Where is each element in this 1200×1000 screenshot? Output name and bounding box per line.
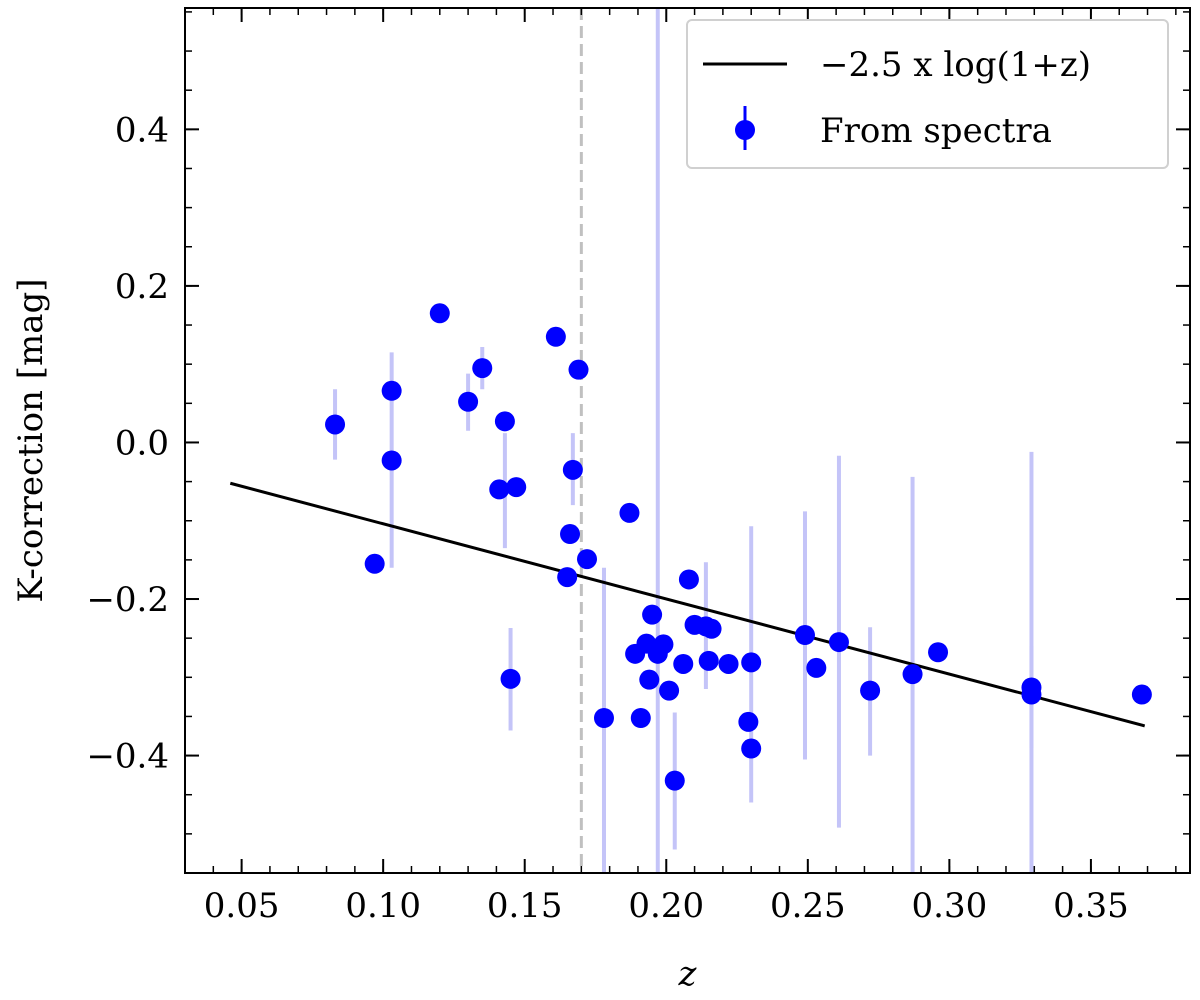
data-point	[718, 653, 739, 674]
data-point	[500, 668, 521, 689]
data-point	[619, 502, 640, 523]
data-point	[630, 708, 651, 729]
data-point	[593, 708, 614, 729]
data-point	[794, 625, 815, 646]
legend: −2.5 x log(1+z) From spectra	[686, 19, 1169, 169]
data-point	[741, 738, 762, 759]
y-tick-label: 0.2	[115, 267, 169, 307]
x-tick-label: 0.35	[1053, 886, 1129, 926]
data-point	[741, 652, 762, 673]
data-point	[642, 604, 663, 625]
x-tick-label: 0.05	[204, 886, 280, 926]
y-tick-label: 0.0	[115, 423, 169, 463]
x-tick-label: 0.15	[487, 886, 563, 926]
data-point	[364, 553, 385, 574]
x-tick-label: 0.10	[345, 886, 421, 926]
data-point	[828, 632, 849, 653]
legend-line-label: −2.5 x log(1+z)	[820, 45, 1091, 85]
y-axis-label: K-correction [mag]	[11, 278, 51, 602]
data-point	[1021, 677, 1042, 698]
x-tick-label: 0.25	[770, 886, 846, 926]
data-point	[577, 549, 597, 570]
data-point	[560, 524, 581, 545]
data-point	[659, 680, 680, 701]
data-point	[557, 567, 578, 588]
data-point	[568, 359, 589, 380]
model-line	[229, 481, 1146, 728]
data-point	[738, 711, 759, 732]
data-point	[698, 650, 719, 671]
data-point	[639, 669, 660, 690]
data-point	[458, 391, 479, 412]
data-point	[429, 303, 450, 324]
axis-ticks: 0.05 0.10 0.15 0.20 0.25 0.30 0.35 −0.4 −0.2 0.0 0…	[86, 8, 1190, 926]
data-point	[928, 642, 949, 663]
legend-marker-sample	[735, 120, 755, 140]
data-point	[325, 414, 346, 435]
data-point	[472, 358, 493, 379]
data-point	[701, 618, 722, 639]
legend-box	[686, 19, 1169, 169]
data-point	[653, 634, 674, 655]
data-point	[506, 477, 527, 498]
legend-marker-label: From spectra	[820, 111, 1052, 151]
x-tick-label: 0.30	[912, 886, 988, 926]
data-point	[860, 680, 881, 701]
y-tick-label: −0.2	[86, 580, 169, 620]
x-tick-label: 0.20	[628, 886, 704, 926]
data-point	[381, 450, 402, 471]
data-point	[1131, 684, 1152, 705]
x-axis-label: z	[678, 954, 698, 994]
y-tick-label: −0.4	[86, 737, 169, 777]
data-point	[664, 770, 685, 791]
data-point	[381, 380, 402, 401]
y-tick-label: 0.4	[115, 110, 169, 150]
data-point	[673, 653, 694, 674]
data-point	[562, 459, 583, 480]
data-point	[678, 569, 699, 590]
data-point	[545, 326, 566, 347]
plot-area	[229, 8, 1152, 873]
plot-content	[229, 8, 1152, 873]
data-point	[806, 657, 827, 678]
data-point	[902, 664, 923, 685]
data-point	[489, 479, 510, 500]
data-point	[494, 411, 515, 432]
plot-frame	[184, 7, 1191, 874]
